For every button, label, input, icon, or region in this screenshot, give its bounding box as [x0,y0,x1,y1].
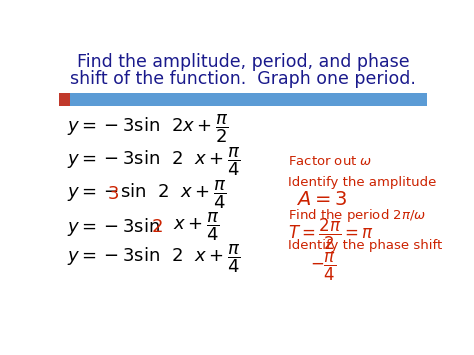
Text: $\mathrm{sin}\ \ 2\ \ x+\dfrac{\pi}{4}$: $\mathrm{sin}\ \ 2\ \ x+\dfrac{\pi}{4}$ [120,178,228,211]
Text: shift of the function.  Graph one period.: shift of the function. Graph one period. [70,70,416,88]
Bar [59,93,427,106]
Text: $T=\dfrac{2\pi}{2}=\pi$: $T=\dfrac{2\pi}{2}=\pi$ [288,217,374,252]
Text: $y=-$: $y=-$ [67,185,119,203]
Text: $y=-3\mathrm{sin}\ \ 2x+\dfrac{\pi}{2}$: $y=-3\mathrm{sin}\ \ 2x+\dfrac{\pi}{2}$ [67,113,229,145]
Text: $A=3$: $A=3$ [296,191,347,209]
Text: $2$: $2$ [151,218,163,236]
Text: $-\dfrac{\pi}{4}$: $-\dfrac{\pi}{4}$ [310,251,336,283]
Text: $y=-3\mathrm{sin}\ \ 2\ \ x+\dfrac{\pi}{4}$: $y=-3\mathrm{sin}\ \ 2\ \ x+\dfrac{\pi}{… [67,146,241,178]
Bar [59,93,70,106]
Text: Factor out $\omega$: Factor out $\omega$ [288,155,372,169]
Text: $\ \ x+\dfrac{\pi}{4}$: $\ \ x+\dfrac{\pi}{4}$ [162,210,220,243]
Text: $y=-3\mathrm{sin}\ \ $: $y=-3\mathrm{sin}\ \ $ [67,215,160,237]
Text: Find the amplitude, period, and phase: Find the amplitude, period, and phase [77,53,409,71]
Text: Identify the phase shift: Identify the phase shift [288,239,442,252]
Text: $3$: $3$ [107,185,119,203]
Text: Find the period $2\pi/\omega$: Find the period $2\pi/\omega$ [288,207,426,224]
Text: Identify the amplitude: Identify the amplitude [288,176,436,189]
Text: $y=-3\mathrm{sin}\ \ 2\ \ x+\dfrac{\pi}{4}$: $y=-3\mathrm{sin}\ \ 2\ \ x+\dfrac{\pi}{… [67,243,241,275]
